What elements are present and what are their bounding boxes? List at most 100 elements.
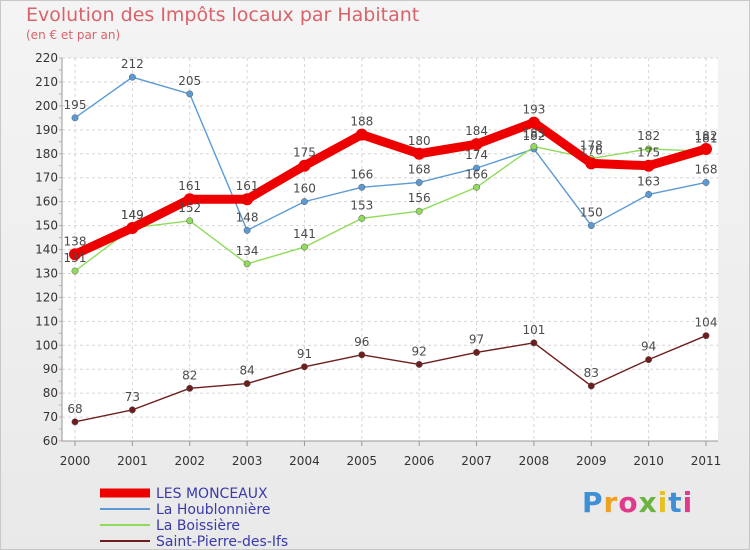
logo-letter: i: [682, 486, 694, 519]
data-label: 153: [350, 198, 373, 212]
data-label: 182: [637, 129, 660, 143]
data-label: 161: [236, 179, 259, 193]
logo-letter: t: [668, 486, 683, 519]
series-point-0: [527, 116, 540, 129]
data-label: 181: [695, 131, 718, 145]
data-label: 134: [236, 244, 259, 258]
data-label: 183: [522, 127, 545, 141]
legend-label-3: Saint-Pierre-des-Ifs: [156, 534, 288, 550]
data-label: 97: [469, 332, 484, 346]
series-point-1: [128, 73, 136, 81]
data-label: 175: [293, 146, 316, 160]
y-tick-label: 120: [35, 290, 58, 304]
data-label: 104: [695, 316, 718, 330]
data-label: 212: [121, 57, 144, 71]
data-label: 168: [408, 162, 431, 176]
data-label: 91: [297, 347, 312, 361]
series-point-0: [69, 248, 81, 261]
series-point-1: [301, 198, 308, 206]
x-tick-label: 2009: [576, 454, 607, 468]
data-label: 94: [641, 340, 656, 354]
logo-letter: r: [603, 486, 619, 519]
y-tick-label: 210: [35, 75, 58, 89]
series-point-2: [530, 143, 538, 151]
y-tick-label: 110: [35, 314, 58, 328]
data-label: 176: [580, 143, 603, 157]
data-label: 161: [178, 179, 201, 193]
y-tick-label: 90: [43, 362, 58, 376]
data-label: 156: [408, 191, 431, 205]
series-point-0: [183, 193, 196, 206]
series-line-3: [74, 334, 707, 423]
legend-label-2: La Boissière: [156, 518, 240, 534]
logo-letter: P: [582, 486, 604, 519]
series-point-0: [241, 193, 254, 206]
series-point-2: [186, 217, 194, 225]
series-point-0: [642, 159, 655, 172]
y-tick-label: 190: [35, 123, 58, 137]
data-label: 148: [236, 210, 259, 224]
series-point-2: [645, 145, 653, 153]
x-tick-label: 2007: [461, 454, 492, 468]
y-tick-label: 140: [35, 243, 58, 257]
data-label: 152: [178, 201, 201, 215]
series-point-1: [358, 183, 366, 191]
series-point-2: [415, 207, 423, 215]
series-point-1: [71, 114, 79, 122]
axes: [59, 57, 718, 446]
x-tick-label: 2001: [117, 454, 148, 468]
series-point-0: [585, 157, 598, 170]
legend-label-0: LES MONCEAUX: [156, 486, 268, 502]
series-point-1: [587, 222, 595, 230]
series-point-1: [415, 179, 423, 186]
data-label: 149: [121, 208, 144, 222]
data-label: 82: [182, 368, 197, 382]
data-label: 188: [350, 115, 373, 129]
data-label: 195: [64, 98, 87, 112]
series-point-3: [243, 380, 251, 387]
y-tick-label: 160: [35, 195, 58, 209]
y-tick-label: 180: [35, 147, 58, 161]
series-point-3: [301, 363, 308, 371]
y-tick-labels: 60 70 80 90 100 110 120 130 140 150 160 170 180 190 20…: [35, 51, 58, 448]
data-label: 168: [695, 162, 718, 176]
series-lines: [69, 73, 712, 426]
grid-lines: [62, 57, 718, 442]
series-point-1: [645, 190, 653, 198]
series-point-0: [355, 128, 368, 141]
series-point-2: [71, 267, 79, 275]
data-label: 166: [350, 167, 373, 181]
series-point-0: [700, 142, 712, 155]
y-tick-label: 170: [35, 171, 58, 185]
x-tick-label: 2006: [404, 454, 435, 468]
data-label: 205: [178, 74, 201, 88]
series-point-0: [126, 221, 139, 234]
x-tick-labels: 2000 2001 2002 2003 2004 2005 2006 2007 2008 2009…: [60, 454, 722, 468]
series-line-0: [70, 118, 711, 259]
series-point-0: [413, 147, 426, 160]
data-label: 182: [522, 129, 545, 143]
data-label: 180: [408, 134, 431, 148]
x-tick-label: 2003: [232, 454, 263, 468]
x-tick-label: 2004: [289, 454, 320, 468]
series-point-3: [473, 348, 480, 356]
data-label: 138: [64, 234, 87, 248]
chart-title: Evolution des Impôts locaux par Habitant: [26, 4, 420, 26]
data-label: 96: [354, 335, 369, 349]
series-point-0: [298, 159, 311, 172]
y-tick-label: 220: [35, 51, 58, 65]
y-tick-label: 200: [35, 99, 58, 113]
y-tick-label: 130: [35, 266, 58, 280]
series-point-3: [358, 351, 366, 359]
series-line-2: [74, 145, 707, 272]
y-tick-label: 100: [35, 338, 58, 352]
series-point-1: [243, 226, 251, 234]
x-tick-label: 2010: [633, 454, 664, 468]
series-point-3: [186, 384, 194, 392]
x-tick-label: 2008: [519, 454, 550, 468]
series-point-2: [358, 214, 366, 222]
logo-letter: i: [657, 486, 669, 519]
data-label: 175: [637, 146, 660, 160]
x-tick-label: 2000: [60, 454, 91, 468]
y-tick-label: 150: [35, 219, 58, 233]
